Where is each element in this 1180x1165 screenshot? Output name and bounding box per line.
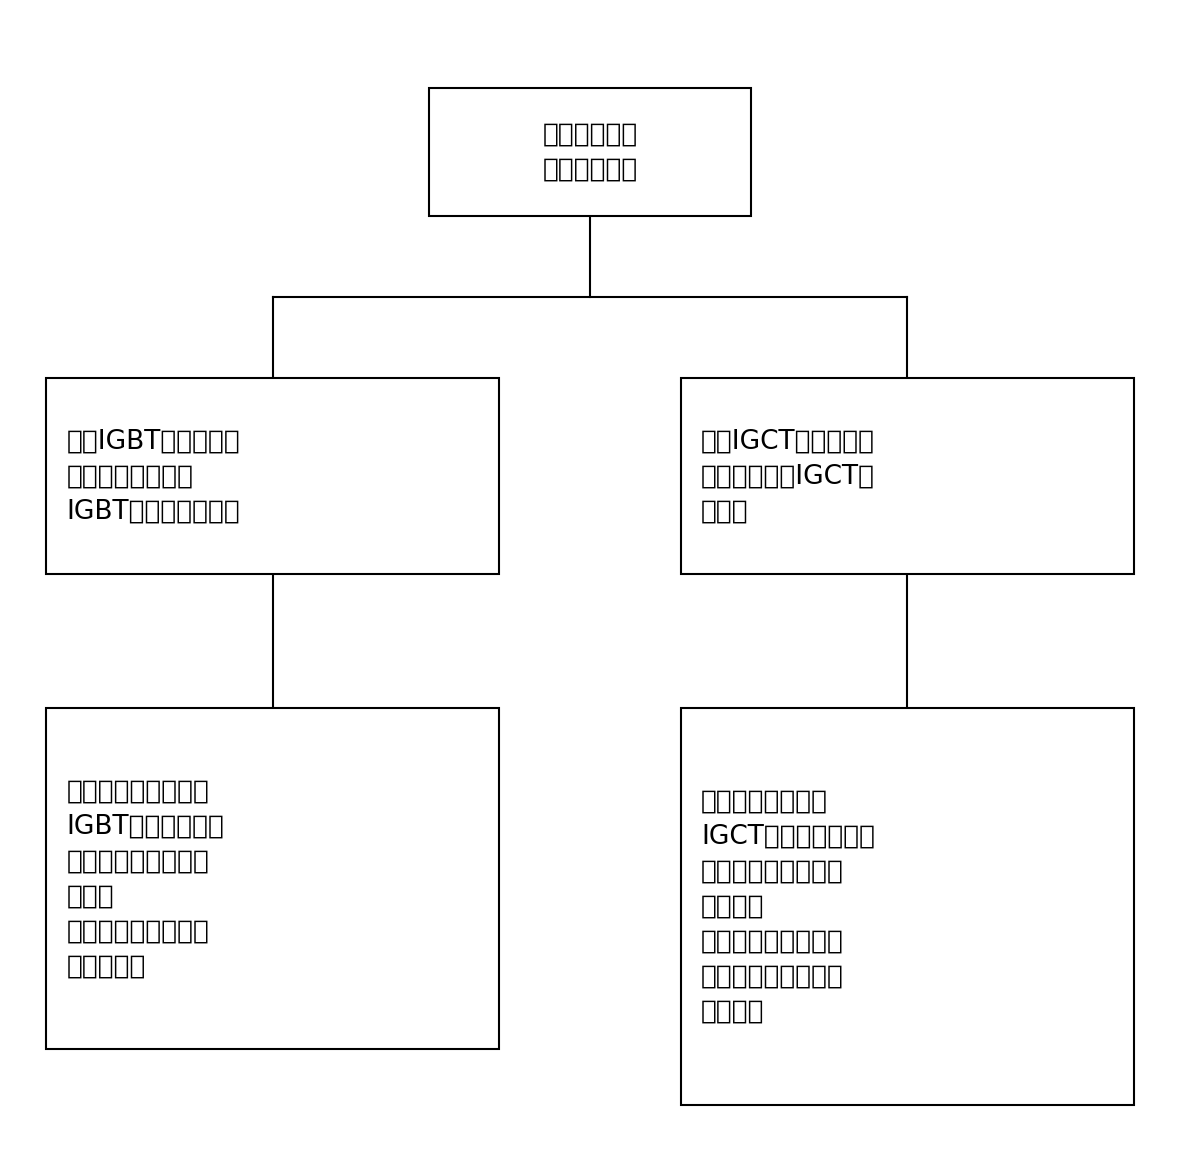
FancyBboxPatch shape [681, 379, 1134, 574]
Text: 保护成功：所有的
IGCT器件流过大冲击
电流，影响后续运行
可靠性；
保护失败：变流器的
所有半导体器件均有
可能损坏: 保护成功：所有的 IGCT器件流过大冲击 电流，影响后续运行 可靠性； 保护失败… [701, 789, 876, 1025]
Text: 基于IGBT器件的交直
交变流器封锁所有
IGBT，关断故障电流: 基于IGBT器件的交直 交变流器封锁所有 IGBT，关断故障电流 [66, 429, 241, 524]
FancyBboxPatch shape [681, 708, 1134, 1106]
Text: 基于IGCT器件的交直
交变流器开通IGCT进
行分流: 基于IGCT器件的交直 交变流器开通IGCT进 行分流 [701, 429, 876, 524]
FancyBboxPatch shape [428, 87, 752, 217]
FancyBboxPatch shape [46, 708, 499, 1050]
Text: 保护成功：直通回路
IGBT流过大冲击电
流，影响后续运行可
靠性；
保护失败：直通回路
器件损坏。: 保护成功：直通回路 IGBT流过大冲击电 流，影响后续运行可 靠性； 保护失败：… [66, 778, 224, 980]
FancyBboxPatch shape [46, 379, 499, 574]
Text: 交直交变流器
发生直通故障: 交直交变流器 发生直通故障 [543, 121, 637, 183]
